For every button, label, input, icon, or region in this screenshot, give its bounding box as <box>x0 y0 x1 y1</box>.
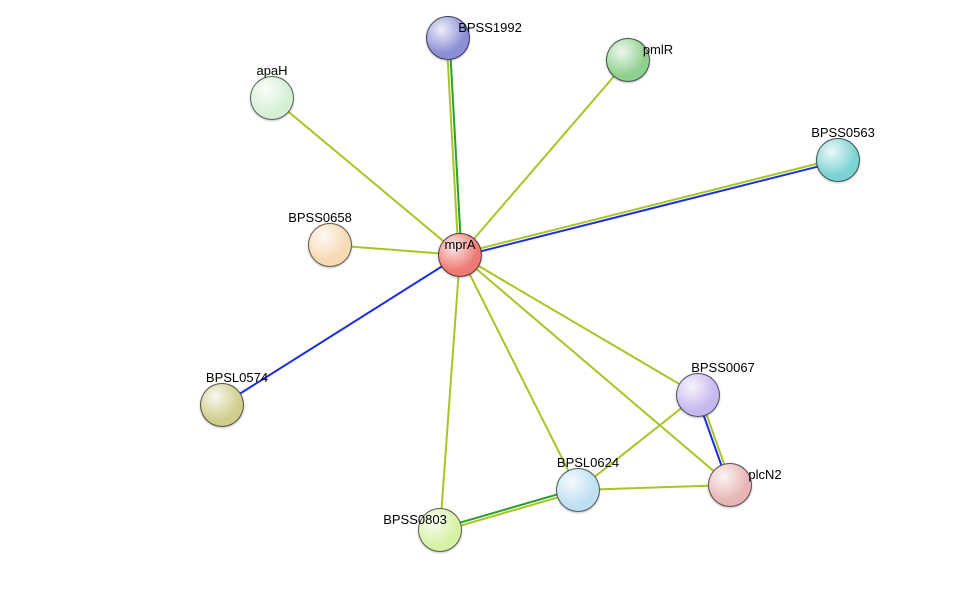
network-graph: mprABPSS1992pmlRapaHBPSS0563BPSS0658BPSL… <box>0 0 975 595</box>
node-BPSS1992[interactable] <box>426 16 470 60</box>
node-BPSL0624[interactable] <box>556 468 600 512</box>
edge-mprA-BPSS0563 <box>460 159 838 254</box>
node-BPSS0803[interactable] <box>418 508 462 552</box>
node-mprA[interactable] <box>438 233 482 277</box>
node-BPSL0574[interactable] <box>200 383 244 427</box>
node-apaH[interactable] <box>250 76 294 120</box>
edge-mprA-BPSS0563 <box>460 161 838 256</box>
edge-mprA-BPSS1992 <box>449 38 461 255</box>
node-pmlR[interactable] <box>606 38 650 82</box>
edge-mprA-BPSS0803 <box>440 255 460 530</box>
edge-mprA-BPSL0574 <box>222 255 460 405</box>
edge-mprA-BPSS1992 <box>447 38 459 255</box>
node-BPSS0658[interactable] <box>308 223 352 267</box>
edge-mprA-plcN2 <box>460 255 730 485</box>
edge-mprA-pmlR <box>460 60 628 255</box>
node-plcN2[interactable] <box>708 463 752 507</box>
node-BPSS0563[interactable] <box>816 138 860 182</box>
node-BPSS0067[interactable] <box>676 373 720 417</box>
edge-mprA-apaH <box>272 98 460 255</box>
edges-layer <box>0 0 975 595</box>
